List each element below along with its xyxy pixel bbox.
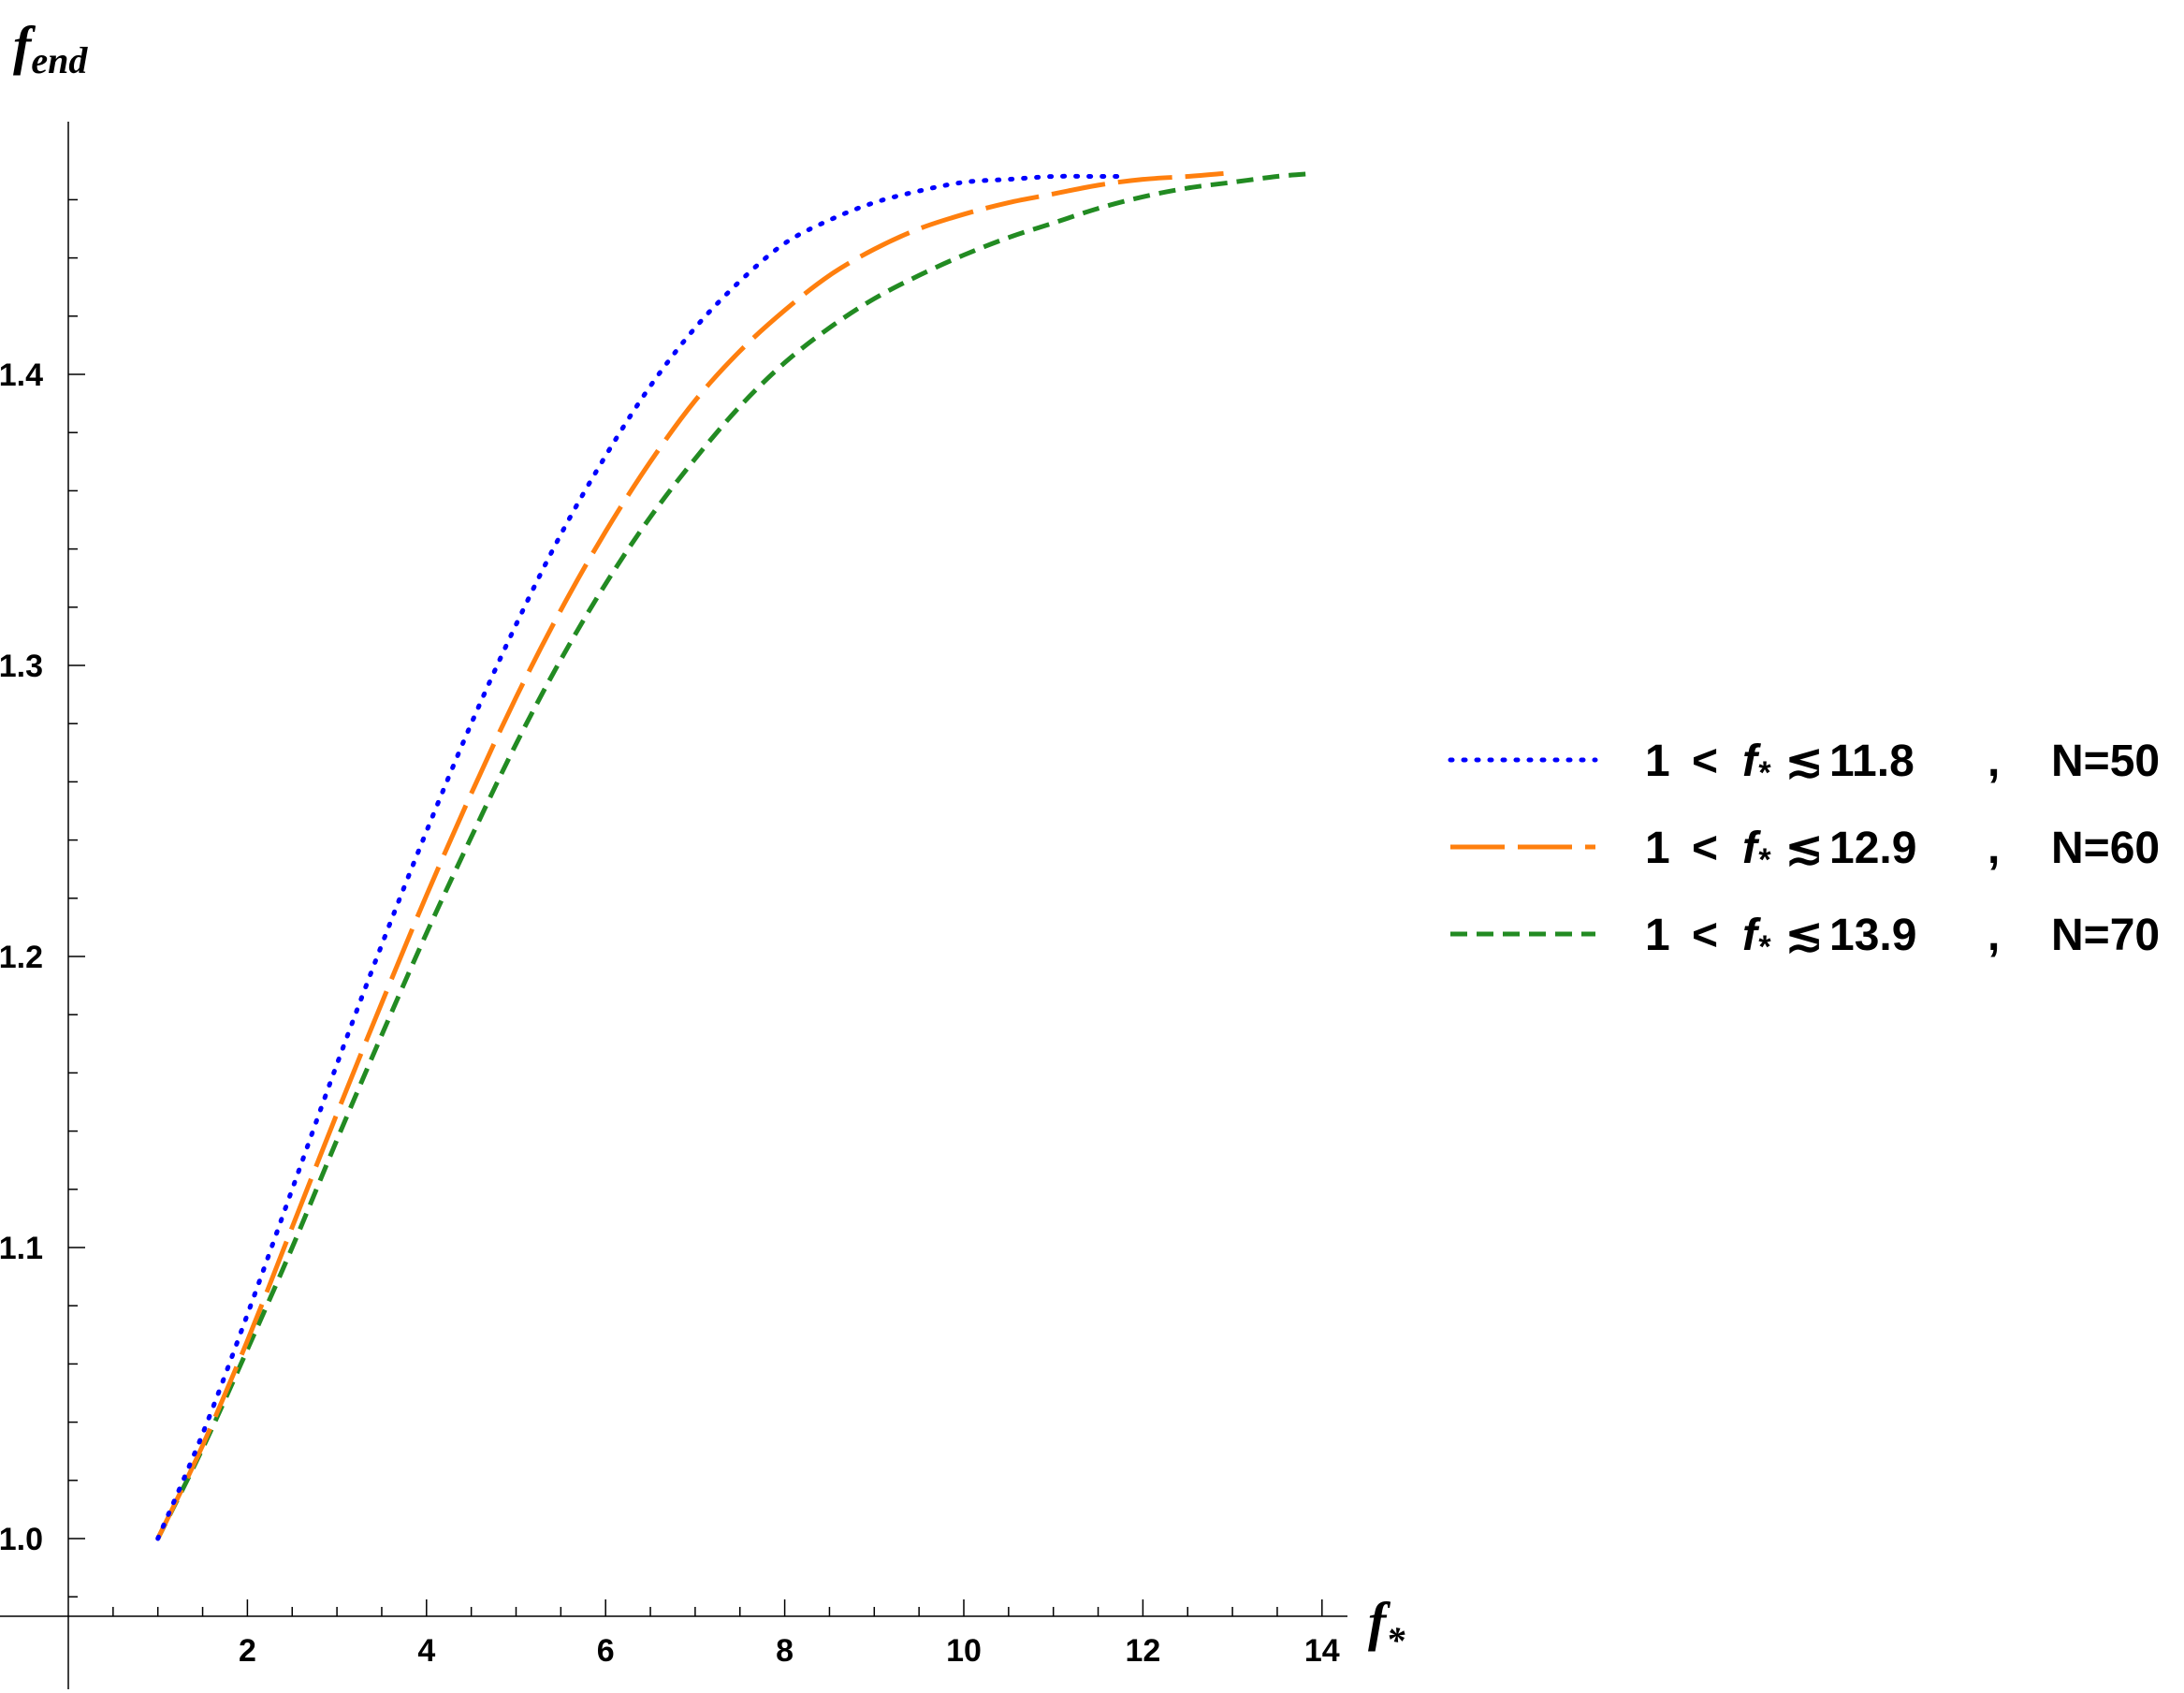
axis-titles: fend f* xyxy=(13,15,1405,1661)
series-line-N=70 xyxy=(155,170,1314,1540)
y-tick-label: 1.4 xyxy=(0,358,43,393)
y-tick-label: 1.1 xyxy=(0,1231,43,1266)
y-tick-label: 1.0 xyxy=(0,1522,43,1557)
x-axis-title: f* xyxy=(1368,1591,1405,1661)
legend-lt: < xyxy=(1692,737,1718,786)
x-tick-label: 12 xyxy=(1125,1633,1160,1669)
legend-upper: 12.9 xyxy=(1829,824,1916,873)
y-tick-label: 1.2 xyxy=(0,940,43,975)
x-tick-label: 10 xyxy=(946,1633,982,1669)
x-tick-label: 4 xyxy=(417,1633,435,1669)
legend-upper: 13.9 xyxy=(1829,911,1916,960)
legend-symbol: f* xyxy=(1742,737,1771,791)
series-line-N=50 xyxy=(155,173,1128,1541)
legend-tag: N=70 xyxy=(2051,911,2160,960)
legend-item-N=50: 1 < ≲ 11.8, N=50 f* xyxy=(1448,737,2160,791)
y-axis-title: fend xyxy=(13,15,88,81)
x-tick-label: 8 xyxy=(776,1633,794,1669)
x-tick-label: 6 xyxy=(597,1633,615,1669)
legend-item-N=60: 1 < ≲ 12.9, N=60 f* xyxy=(1450,824,2160,878)
legend-lower: 1 xyxy=(1645,911,1670,960)
x-tick-label: 14 xyxy=(1304,1633,1340,1669)
legend-lt: < xyxy=(1692,824,1718,873)
legend-rel: ≲ xyxy=(1785,737,1823,786)
legend-sep: , xyxy=(1987,824,2000,873)
legend-lt: < xyxy=(1692,911,1718,960)
x-tick-label: 2 xyxy=(239,1633,256,1669)
legend-rel: ≲ xyxy=(1785,824,1823,873)
plot-lines xyxy=(155,170,1314,1541)
legend-rel: ≲ xyxy=(1785,911,1823,960)
legend-tag: N=60 xyxy=(2051,824,2160,873)
legend-item-N=70: 1 < ≲ 13.9, N=70 f* xyxy=(1450,911,2160,965)
legend-lower: 1 xyxy=(1645,824,1670,873)
legend-tag: N=50 xyxy=(2051,737,2160,786)
y-tick-label: 1.3 xyxy=(0,649,43,684)
legend-sep: , xyxy=(1987,737,2000,786)
legend-lower: 1 xyxy=(1645,737,1670,786)
series-line-N=60 xyxy=(155,170,1224,1540)
legend-symbol: f* xyxy=(1742,824,1771,878)
legend-upper: 11.8 xyxy=(1829,737,1915,786)
legend-symbol: f* xyxy=(1742,911,1771,965)
axes: 2 4 6 8 10 12 14 1.0 1.1 1.2 1.3 1.4 xyxy=(0,122,1347,1689)
legend: 1 < ≲ 11.8, N=50f*1 < ≲ 12.9, N=60f*1 < ≲ 13.9, N=70… xyxy=(1448,737,2160,965)
legend-sep: , xyxy=(1987,911,2000,960)
